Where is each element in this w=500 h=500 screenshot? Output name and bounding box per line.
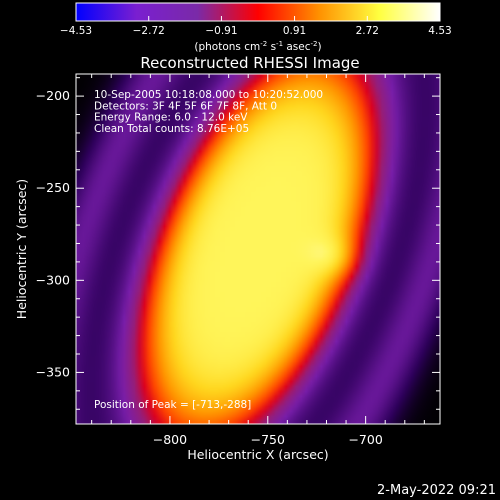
colorbar: −4.53 −2.72 −0.91 0.91 2.72 4.53 (photons cm-…	[60, 2, 452, 53]
heatmap-image	[76, 74, 440, 424]
x-tick-label: −700	[348, 432, 382, 447]
colorbar-gradient	[75, 2, 441, 22]
annotation-line: Clean Total counts: 8.76E+05	[94, 123, 249, 135]
annotations: 10-Sep-2005 10:18:08.000 to 10:20:52.000…	[94, 89, 323, 135]
annotation-line: Energy Range: 6.0 - 12.0 keV	[94, 112, 248, 124]
colorbar-ticks: −4.53 −2.72 −0.91 0.91 2.72 4.53	[60, 16, 452, 37]
annotation-line: Detectors: 3F 4F 5F 6F 7F 8F, Att 0	[94, 100, 277, 112]
x-ticks: −800 −750 −700	[91, 74, 425, 447]
annotation-line: 10-Sep-2005 10:18:08.000 to 10:20:52.000	[94, 89, 323, 101]
y-ticks: −200 −250 −300 −350	[36, 77, 440, 410]
x-axis-label: Heliocentric X (arcsec)	[187, 447, 328, 462]
chart-title: Reconstructed RHESSI Image	[140, 54, 359, 72]
colorbar-unit: (photons cm-2 s-1 asec-2)	[194, 40, 321, 53]
colorbar-tick-label: 0.91	[283, 25, 306, 37]
y-tick-label: −350	[36, 364, 70, 379]
footer-timestamp: 2-May-2022 09:21	[377, 483, 496, 498]
colorbar-tick-label: 4.53	[428, 25, 451, 37]
colorbar-tick-label: 2.72	[356, 25, 379, 37]
x-tick-label: −750	[251, 432, 285, 447]
x-tick-label: −800	[153, 432, 187, 447]
colorbar-tick-label: −4.53	[60, 25, 92, 37]
y-tick-label: −200	[36, 88, 70, 103]
colorbar-tick-label: −0.91	[205, 25, 237, 37]
y-tick-label: −300	[36, 272, 70, 287]
y-axis-label: Heliocentric Y (arcsec)	[14, 179, 29, 319]
y-tick-label: −250	[36, 180, 70, 195]
plot-area: −800 −750 −700 −200 −250 −300 −350	[36, 73, 441, 447]
plot-frame	[75, 73, 441, 425]
peak-position-label: Position of Peak = [-713,-288]	[94, 399, 251, 411]
colorbar-tick-label: −2.72	[133, 25, 165, 37]
